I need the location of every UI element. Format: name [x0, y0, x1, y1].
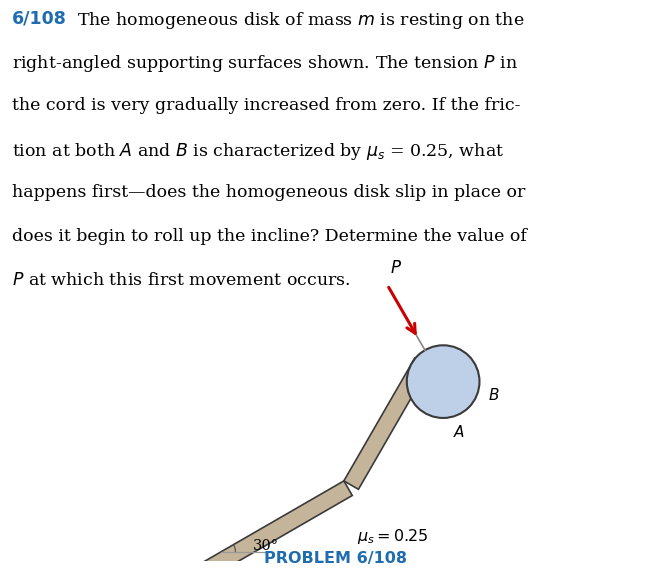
Text: $P$: $P$ [389, 260, 401, 277]
Text: tion at both $A$ and $B$ is characterized by $\mu_s$ = 0.25, what: tion at both $A$ and $B$ is characterize… [12, 141, 505, 162]
Text: $B$: $B$ [488, 387, 499, 403]
Text: the cord is very gradually increased from zero. If the fric-: the cord is very gradually increased fro… [12, 97, 521, 114]
Text: $\mu_s = 0.25$: $\mu_s = 0.25$ [357, 527, 429, 546]
Text: does it begin to roll up the incline? Determine the value of: does it begin to roll up the incline? De… [12, 228, 527, 245]
Text: happens first—does the homogeneous disk slip in place or: happens first—does the homogeneous disk … [12, 184, 525, 202]
Text: right-angled supporting surfaces shown. The tension $P$ in: right-angled supporting surfaces shown. … [12, 53, 518, 75]
Text: The homogeneous disk of mass $m$ is resting on the: The homogeneous disk of mass $m$ is rest… [66, 10, 525, 31]
Text: PROBLEM 6/108: PROBLEM 6/108 [263, 551, 407, 566]
Text: 30°: 30° [253, 539, 279, 554]
Text: 6/108: 6/108 [12, 10, 67, 28]
Circle shape [407, 345, 480, 418]
Polygon shape [344, 358, 429, 490]
Polygon shape [183, 481, 352, 578]
Text: $A$: $A$ [453, 424, 465, 440]
Text: $P$ at which this first movement occurs.: $P$ at which this first movement occurs. [12, 272, 350, 289]
